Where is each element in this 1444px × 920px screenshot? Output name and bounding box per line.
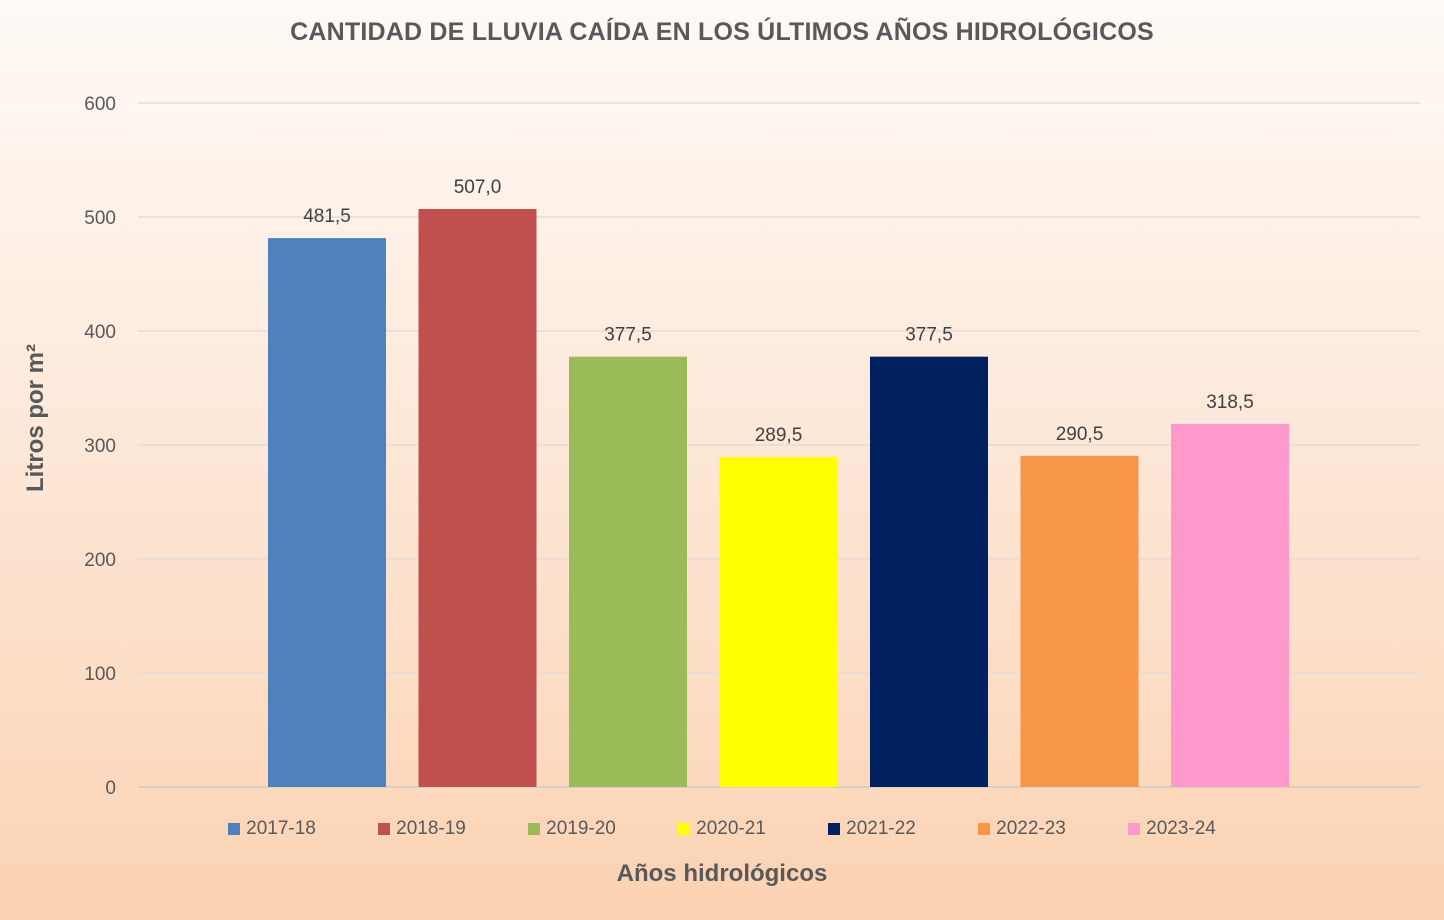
legend-swatch [1128, 823, 1141, 835]
legend-label: 2017-18 [246, 818, 316, 839]
bar-2017-18 [268, 238, 386, 788]
legend-item-2018-19: 2018-19 [347, 818, 497, 840]
legend-label: 2023-24 [1146, 818, 1216, 839]
data-label-2019-20: 377,5 [604, 325, 652, 346]
data-label-2021-22: 377,5 [905, 325, 953, 346]
bar-2020-21 [719, 456, 838, 787]
legend-item-2021-22: 2021-22 [797, 818, 947, 840]
legend-item-2020-21: 2020-21 [647, 818, 797, 840]
bar-2021-22 [870, 356, 988, 787]
legend-label: 2021-22 [846, 818, 916, 839]
legend-label: 2018-19 [396, 818, 466, 839]
y-tick-label: 600 [84, 94, 116, 115]
y-tick-label: 300 [84, 436, 116, 457]
legend-swatch [528, 823, 541, 835]
legend: 2017-18 2018-19 2019-20 2020-21 2021-22 2022-… [0, 818, 1444, 840]
data-label-2018-19: 507,0 [454, 177, 502, 198]
legend-swatch [978, 823, 991, 835]
y-tick-label: 400 [84, 322, 116, 343]
bar-2019-20 [569, 356, 687, 787]
data-label-2017-18: 481,5 [303, 206, 351, 227]
legend-label: 2019-20 [546, 818, 616, 839]
x-axis-label: Años hidrológicos [616, 860, 828, 887]
legend-label: 2020-21 [696, 818, 766, 839]
data-label-2022-23: 290,5 [1056, 424, 1104, 445]
chart-title: CANTIDAD DE LLUVIA CAÍDA EN LOS ÚLTIMOS … [290, 18, 1154, 46]
y-tick-label: 100 [84, 664, 116, 685]
y-tick-label: 0 [105, 778, 116, 799]
legend-item-2023-24: 2023-24 [1097, 818, 1247, 840]
bar-2022-23 [1020, 455, 1139, 787]
legend-item-2017-18: 2017-18 [197, 818, 347, 840]
bar-2023-24 [1171, 423, 1289, 787]
legend-label: 2022-23 [996, 818, 1066, 839]
legend-swatch [378, 823, 391, 835]
legend-item-2022-23: 2022-23 [947, 818, 1097, 840]
y-tick-label: 200 [84, 550, 116, 571]
legend-swatch [678, 823, 691, 835]
legend-swatch [828, 823, 841, 835]
data-label-2023-24: 318,5 [1206, 392, 1254, 413]
legend-item-2019-20: 2019-20 [497, 818, 647, 840]
y-tick-label: 500 [84, 208, 116, 229]
bar-2018-19 [418, 209, 537, 787]
data-label-2020-21: 289,5 [755, 425, 803, 446]
legend-swatch [228, 823, 241, 835]
